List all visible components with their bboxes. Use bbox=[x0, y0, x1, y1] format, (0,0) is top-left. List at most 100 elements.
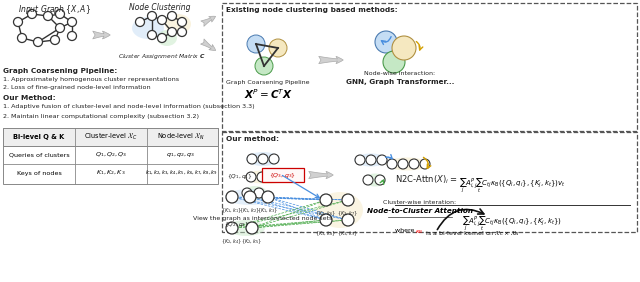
Circle shape bbox=[147, 30, 157, 39]
FancyBboxPatch shape bbox=[262, 168, 304, 182]
Circle shape bbox=[157, 16, 166, 25]
Ellipse shape bbox=[157, 30, 177, 46]
Text: $q_1, q_2, q_3$: $q_1, q_2, q_3$ bbox=[166, 151, 196, 159]
Ellipse shape bbox=[317, 192, 363, 228]
Text: $Q_1, Q_2, Q_3$: $Q_1, Q_2, Q_3$ bbox=[95, 151, 127, 159]
Circle shape bbox=[320, 214, 332, 226]
Text: $\sum_j A^P_{i,j}\sum_t C_{tj}\kappa_\mathrm{B}(\{Q_i,q_i\},\{K_j,k_t\})$: $\sum_j A^P_{i,j}\sum_t C_{tj}\kappa_\ma… bbox=[462, 215, 562, 234]
Circle shape bbox=[44, 12, 52, 21]
Circle shape bbox=[342, 214, 354, 226]
Circle shape bbox=[33, 38, 42, 47]
Circle shape bbox=[147, 12, 157, 21]
Circle shape bbox=[387, 159, 397, 169]
Circle shape bbox=[242, 188, 252, 198]
Circle shape bbox=[168, 12, 177, 21]
Circle shape bbox=[355, 155, 365, 165]
FancyBboxPatch shape bbox=[222, 132, 637, 232]
Circle shape bbox=[13, 17, 22, 27]
Text: 2. Maintain linear computational complexity (subsection 3.2): 2. Maintain linear computational complex… bbox=[3, 114, 199, 119]
Circle shape bbox=[246, 222, 258, 234]
Text: Node-wise interaction:: Node-wise interaction: bbox=[364, 71, 436, 76]
Text: 2. Loss of fine-grained node-level information: 2. Loss of fine-grained node-level infor… bbox=[3, 85, 150, 90]
Circle shape bbox=[157, 34, 166, 43]
Circle shape bbox=[56, 10, 65, 19]
Circle shape bbox=[136, 17, 145, 27]
FancyBboxPatch shape bbox=[3, 128, 218, 146]
Text: $\{K_1,k_3\}$: $\{K_1,k_3\}$ bbox=[257, 206, 278, 215]
Circle shape bbox=[254, 188, 264, 198]
Circle shape bbox=[247, 35, 265, 53]
Text: Keys of nodes: Keys of nodes bbox=[17, 171, 61, 175]
Circle shape bbox=[244, 191, 256, 203]
Ellipse shape bbox=[364, 173, 386, 186]
Circle shape bbox=[247, 154, 257, 164]
Text: Graph Coarsening Pipeline: Graph Coarsening Pipeline bbox=[227, 80, 310, 85]
Text: 1. Adaptive fusion of cluster-level and node-level information (subsection 3.3): 1. Adaptive fusion of cluster-level and … bbox=[3, 104, 255, 109]
Text: $\{K_2,k_5\}$: $\{K_2,k_5\}$ bbox=[241, 237, 262, 246]
Ellipse shape bbox=[354, 153, 388, 166]
Ellipse shape bbox=[225, 189, 275, 205]
Circle shape bbox=[320, 194, 332, 206]
Circle shape bbox=[420, 159, 430, 169]
Circle shape bbox=[177, 17, 186, 27]
Text: $\{K_2,k_4\}$: $\{K_2,k_4\}$ bbox=[221, 237, 243, 246]
Text: $\{K_1,k_2\}$: $\{K_1,k_2\}$ bbox=[239, 206, 260, 215]
Text: Our Method:: Our Method: bbox=[3, 95, 56, 101]
Circle shape bbox=[342, 194, 354, 206]
Circle shape bbox=[67, 32, 77, 41]
Text: Node-level $\mathcal{X}_N$: Node-level $\mathcal{X}_N$ bbox=[157, 132, 205, 142]
Circle shape bbox=[226, 222, 238, 234]
Circle shape bbox=[269, 154, 279, 164]
Text: GNN, Graph Transformer...: GNN, Graph Transformer... bbox=[346, 79, 454, 85]
Circle shape bbox=[255, 57, 273, 75]
Circle shape bbox=[226, 191, 238, 203]
Text: N2C-Attn$(X)_i$ =: N2C-Attn$(X)_i$ = bbox=[395, 173, 458, 186]
Text: Node Clustering: Node Clustering bbox=[129, 3, 191, 12]
Circle shape bbox=[56, 23, 65, 32]
Circle shape bbox=[269, 39, 287, 57]
Circle shape bbox=[177, 28, 186, 36]
Ellipse shape bbox=[165, 14, 191, 34]
Text: Input Graph $\{X, A\}$: Input Graph $\{X, A\}$ bbox=[19, 3, 92, 16]
Circle shape bbox=[375, 31, 397, 53]
Circle shape bbox=[28, 10, 36, 19]
Text: Our method:: Our method: bbox=[226, 136, 279, 142]
Text: 1. Approximately homogenous cluster representations: 1. Approximately homogenous cluster repr… bbox=[3, 77, 179, 82]
Circle shape bbox=[168, 28, 177, 36]
Ellipse shape bbox=[386, 158, 428, 171]
Ellipse shape bbox=[246, 152, 280, 166]
Circle shape bbox=[392, 36, 416, 60]
Text: Node-to-Cluster Attention: Node-to-Cluster Attention bbox=[367, 208, 473, 214]
Text: $\{K_1,k_1\}$: $\{K_1,k_1\}$ bbox=[221, 206, 243, 215]
Circle shape bbox=[268, 172, 278, 182]
Text: Cluster-wise interation:: Cluster-wise interation: bbox=[383, 200, 456, 205]
Text: Bi-level Q & K: Bi-level Q & K bbox=[13, 134, 65, 140]
Text: Cluster Assignment Matrix $\boldsymbol{C}$: Cluster Assignment Matrix $\boldsymbol{C… bbox=[118, 52, 206, 61]
Text: $\sum_j A^P_{i,j}\sum_t C_{tj}\kappa_\mathrm{B}(\{Q_i,q_i\},\{K_j,k_t\})v_t$: $\sum_j A^P_{i,j}\sum_t C_{tj}\kappa_\ma… bbox=[459, 177, 565, 196]
Circle shape bbox=[409, 159, 419, 169]
Circle shape bbox=[363, 175, 373, 185]
Text: $K_1, K_2, K_3$: $K_1, K_2, K_3$ bbox=[96, 169, 126, 177]
Text: $k_1, k_2, k_3, k_4, k_5, k_6, k_7, k_8, k_9$: $k_1, k_2, k_3, k_4, k_5, k_6, k_7, k_8,… bbox=[145, 169, 218, 177]
Circle shape bbox=[375, 175, 385, 185]
Circle shape bbox=[398, 159, 408, 169]
Text: $\{Q_1, q_1\}$: $\{Q_1, q_1\}$ bbox=[227, 172, 253, 181]
Ellipse shape bbox=[227, 220, 265, 236]
Circle shape bbox=[383, 51, 405, 73]
Text: is a bi-level kernel on $\mathcal{X}_C \times \mathcal{X}_N$: is a bi-level kernel on $\mathcal{X}_C \… bbox=[424, 228, 520, 238]
Text: $\{K_3,k_9\}$: $\{K_3,k_9\}$ bbox=[337, 229, 358, 238]
Circle shape bbox=[279, 172, 289, 182]
Text: $\{K_3,k_6\}$: $\{K_3,k_6\}$ bbox=[316, 209, 337, 218]
Text: $\{Q_3, q_3\}$: $\{Q_3, q_3\}$ bbox=[269, 171, 296, 180]
Circle shape bbox=[51, 36, 60, 45]
Text: View the graph as interconnected node sets: View the graph as interconnected node se… bbox=[193, 216, 333, 221]
Text: where: where bbox=[395, 228, 417, 233]
Ellipse shape bbox=[243, 186, 267, 200]
Text: Cluster-level $\mathcal{X}_C$: Cluster-level $\mathcal{X}_C$ bbox=[84, 132, 138, 142]
Text: Queries of clusters: Queries of clusters bbox=[8, 153, 69, 158]
Text: $\boldsymbol{X}^P = \boldsymbol{C}^T\boldsymbol{X}$: $\boldsymbol{X}^P = \boldsymbol{C}^T\bol… bbox=[244, 87, 292, 101]
Circle shape bbox=[67, 17, 77, 27]
Circle shape bbox=[257, 172, 267, 182]
FancyBboxPatch shape bbox=[3, 128, 218, 184]
Text: Existing node clustering based methods:: Existing node clustering based methods: bbox=[226, 7, 397, 13]
